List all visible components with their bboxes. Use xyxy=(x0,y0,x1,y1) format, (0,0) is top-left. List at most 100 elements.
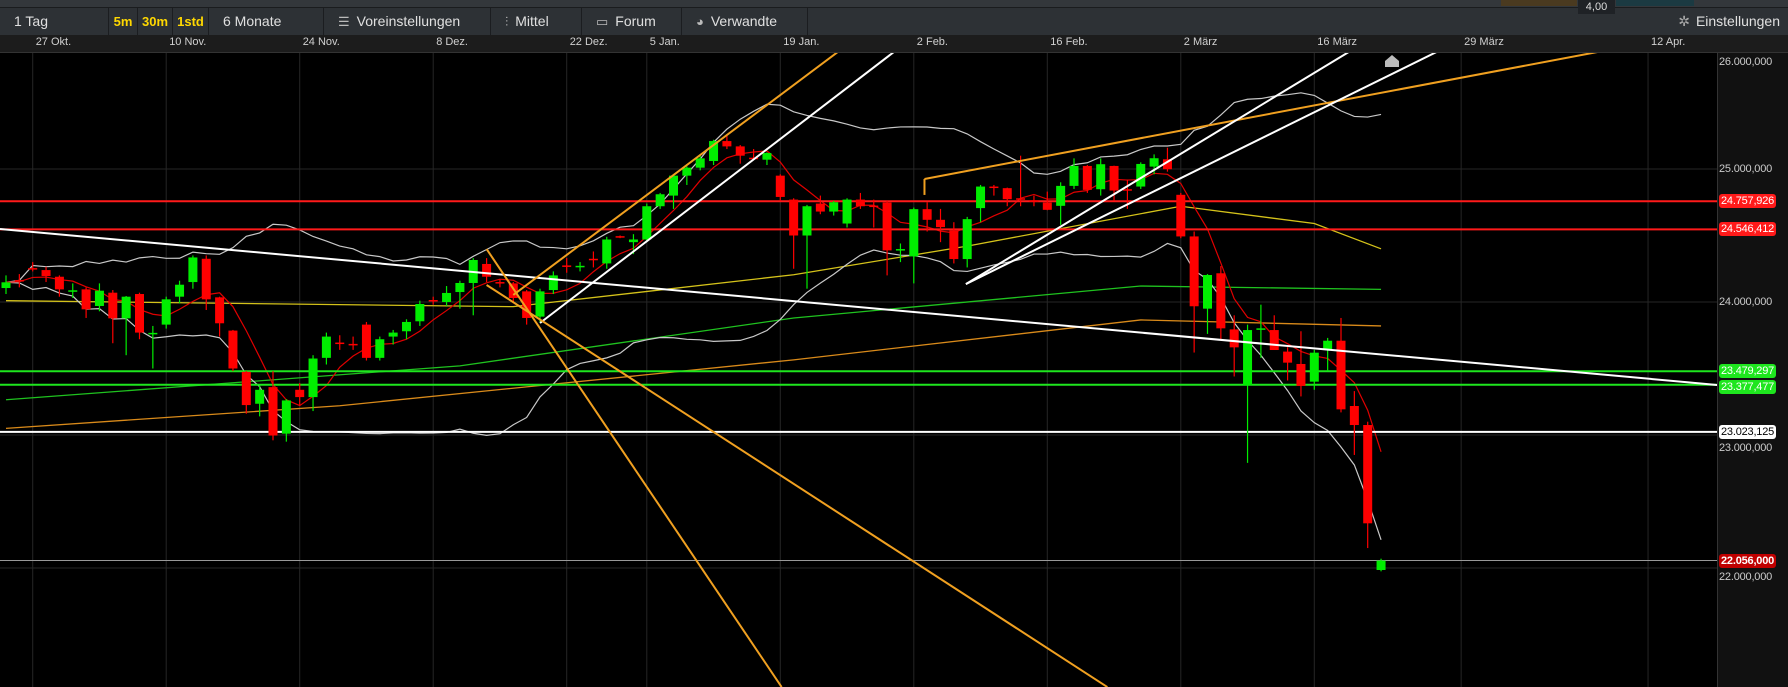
price-level-label: 24.757,926 xyxy=(1719,194,1777,209)
candle xyxy=(1096,158,1106,196)
candle-body xyxy=(842,199,852,224)
candle xyxy=(602,236,612,269)
date-label: 16 Feb. xyxy=(1050,36,1088,48)
candle xyxy=(41,266,51,283)
candle xyxy=(482,258,492,283)
candle-body xyxy=(829,202,839,212)
candle-body xyxy=(1149,158,1159,167)
candle xyxy=(1309,349,1319,390)
candle-body xyxy=(775,175,785,197)
range-select[interactable]: 6 Monate xyxy=(209,8,324,35)
bollinger-upper-band xyxy=(5,92,1382,283)
candle-body xyxy=(81,289,91,310)
candle xyxy=(562,258,572,273)
candle-body xyxy=(1189,236,1199,307)
candle xyxy=(588,251,598,268)
candle-body xyxy=(1203,275,1212,309)
candle-body xyxy=(882,202,892,251)
candle xyxy=(135,292,144,340)
presets-button[interactable]: ☰ Voreinstellungen xyxy=(324,8,491,35)
candle xyxy=(1203,274,1212,334)
candle xyxy=(255,385,265,417)
top-status-strip xyxy=(0,0,1788,7)
interval-30m-button[interactable]: 30m xyxy=(138,8,173,35)
candle xyxy=(1349,391,1359,455)
trendline xyxy=(965,53,1350,285)
candle xyxy=(869,199,879,228)
date-label: 24 Nov. xyxy=(302,36,340,48)
candle xyxy=(94,283,104,312)
candle xyxy=(148,325,158,369)
date-label: 10 Nov. xyxy=(169,36,207,48)
date-label: 27 Okt. xyxy=(35,36,72,48)
candle-body xyxy=(789,199,799,236)
candle xyxy=(762,152,772,166)
candle xyxy=(1029,195,1039,207)
candle xyxy=(175,280,185,304)
candle-body xyxy=(68,290,78,292)
related-button[interactable]: ◕ Verwandte xyxy=(682,8,808,35)
candle xyxy=(735,145,745,164)
candle-body xyxy=(455,282,465,293)
price-tick-label: 23.000,000 xyxy=(1719,441,1773,454)
candle xyxy=(361,321,371,361)
gear-icon: ✲ xyxy=(1678,13,1690,29)
speech-bubble-icon: ▭ xyxy=(596,14,609,29)
price-level-label: 24.546,412 xyxy=(1719,222,1777,237)
candle-body xyxy=(869,205,879,208)
candle-body xyxy=(615,236,625,238)
candle xyxy=(1042,191,1052,211)
period-select[interactable]: 1 Tag xyxy=(0,8,109,35)
candle-body xyxy=(1336,340,1346,410)
candle xyxy=(1283,347,1293,381)
candle-body xyxy=(1283,351,1293,363)
candle-body xyxy=(442,292,452,302)
status-value: 4,00 xyxy=(1578,0,1615,14)
candle-body xyxy=(602,239,612,264)
candle-body xyxy=(735,146,745,156)
candle-body xyxy=(281,400,291,434)
marker-icon xyxy=(1385,55,1399,67)
interval-5m-button[interactable]: 5m xyxy=(109,8,138,35)
candle-body xyxy=(268,387,278,436)
indicators-button[interactable]: ⫶ Mittel xyxy=(491,8,582,35)
candle xyxy=(548,271,558,295)
candle-body xyxy=(215,297,225,324)
candle xyxy=(28,262,38,272)
candle xyxy=(936,208,945,243)
price-tick-label: 22.000,000 xyxy=(1719,570,1773,583)
status-box xyxy=(1616,0,1694,6)
candle-body xyxy=(1056,185,1066,206)
forum-button[interactable]: ▭ Forum xyxy=(582,8,682,35)
candle-body xyxy=(855,199,865,207)
interval-1std-button[interactable]: 1std xyxy=(173,8,209,35)
trendline xyxy=(485,248,783,687)
candle-body xyxy=(508,283,518,299)
candle xyxy=(1189,231,1199,353)
candle xyxy=(1069,158,1079,189)
date-label: 2 Feb. xyxy=(916,36,948,48)
candle-body xyxy=(361,324,371,358)
candle-body xyxy=(148,332,158,335)
candle xyxy=(508,282,518,304)
candle-body xyxy=(482,263,492,277)
candle xyxy=(1376,558,1386,572)
short-moving-average xyxy=(5,150,1382,452)
candle xyxy=(14,274,24,288)
trendline xyxy=(0,227,1717,386)
candle-body xyxy=(1376,560,1386,570)
date-label: 29 März xyxy=(1464,36,1504,48)
candle-body xyxy=(548,275,558,291)
candle xyxy=(575,262,585,272)
candle-body xyxy=(121,296,131,319)
candle-body xyxy=(1162,159,1172,170)
settings-button[interactable]: ✲ Einstellungen xyxy=(1678,8,1780,35)
candle xyxy=(1136,162,1146,189)
price-level-label: 23.377,477 xyxy=(1719,380,1777,395)
candle xyxy=(922,202,932,232)
candle-body xyxy=(188,257,198,283)
candle-body xyxy=(976,186,986,209)
candle-body xyxy=(535,291,545,317)
candle-body xyxy=(1363,425,1373,524)
